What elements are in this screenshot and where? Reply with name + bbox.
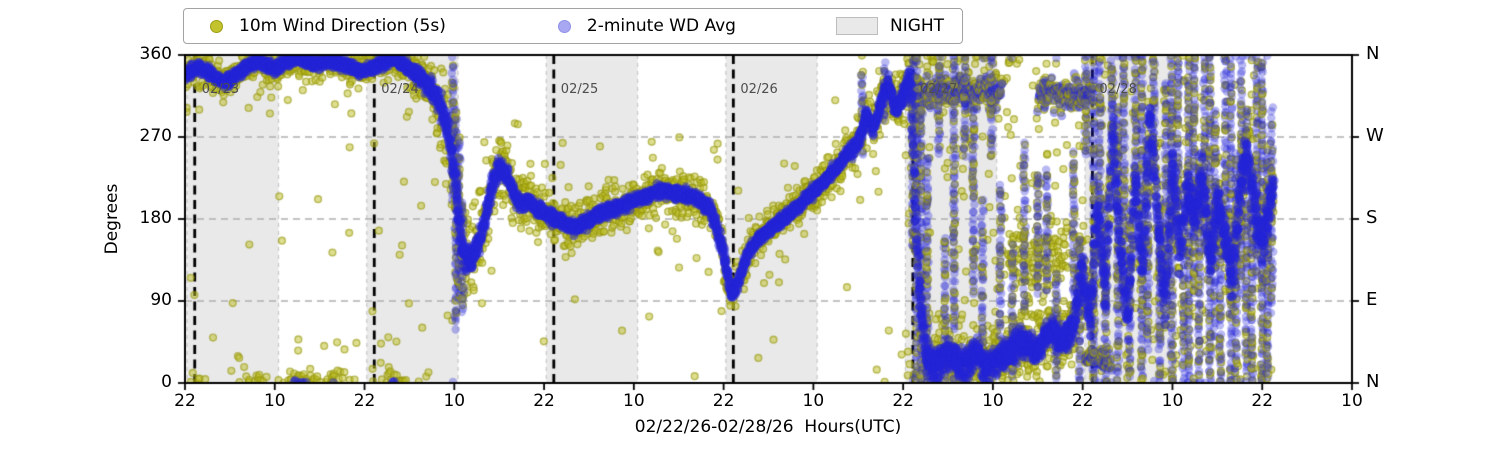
date-label-02-23: 02/23 (201, 82, 240, 97)
date-label-02-27: 02/27 (919, 82, 958, 97)
y-tick-label-90: 90 (150, 290, 172, 310)
y-tick-label-0: 0 (161, 372, 172, 392)
x-tick-label-1: 10 (263, 391, 286, 411)
x-tick-label-0: 22 (174, 391, 196, 411)
x-tick-label-13: 10 (1341, 391, 1363, 411)
avg-marker-icon (557, 19, 571, 33)
legend: 10m Wind Direction (5s) 2-minute WD Avg … (183, 8, 963, 44)
legend-item-samples: 10m Wind Direction (5s) (210, 16, 446, 36)
legend-label-night: NIGHT (889, 16, 945, 36)
legend-item-night: NIGHT (835, 16, 945, 36)
y-tick-label-270: 270 (139, 126, 172, 146)
x-tick-label-5: 10 (623, 391, 645, 411)
right-tick-label-n-top: N (1366, 43, 1380, 64)
legend-label-samples: 10m Wind Direction (5s) (239, 16, 446, 36)
right-tick-label-w: W (1366, 125, 1384, 146)
right-tick-label-n-bottom: N (1366, 371, 1380, 392)
x-tick-label-11: 10 (1161, 391, 1184, 411)
x-axis-label: 02/22/26-02/28/26 Hours(UTC) (634, 417, 902, 437)
night-patch-icon (835, 17, 878, 35)
date-label-02-25: 02/25 (560, 82, 599, 97)
date-label-02-24: 02/24 (381, 82, 419, 97)
x-tick-label-8: 22 (892, 391, 914, 411)
x-tick-label-7: 10 (802, 391, 825, 411)
date-label-02-26: 02/26 (740, 82, 778, 97)
y-tick-label-180: 180 (139, 208, 172, 228)
date-label-02-28: 02/28 (1099, 82, 1137, 97)
x-tick-label-12: 22 (1251, 391, 1274, 411)
sample-marker-icon (210, 19, 223, 33)
x-tick-label-2: 22 (353, 391, 376, 411)
legend-item-avg: 2-minute WD Avg (557, 16, 736, 36)
x-tick-label-4: 22 (533, 391, 555, 411)
x-tick-label-6: 22 (712, 391, 735, 411)
right-tick-label-s: S (1366, 207, 1378, 228)
right-tick-label-e: E (1366, 289, 1378, 310)
x-tick-label-3: 10 (443, 391, 466, 411)
x-tick-label-9: 10 (982, 391, 1004, 411)
y-axis-label: Degrees (102, 183, 122, 255)
y-tick-label-360: 360 (139, 44, 172, 64)
legend-label-avg: 2-minute WD Avg (586, 16, 736, 36)
x-tick-label-10: 22 (1071, 391, 1094, 411)
